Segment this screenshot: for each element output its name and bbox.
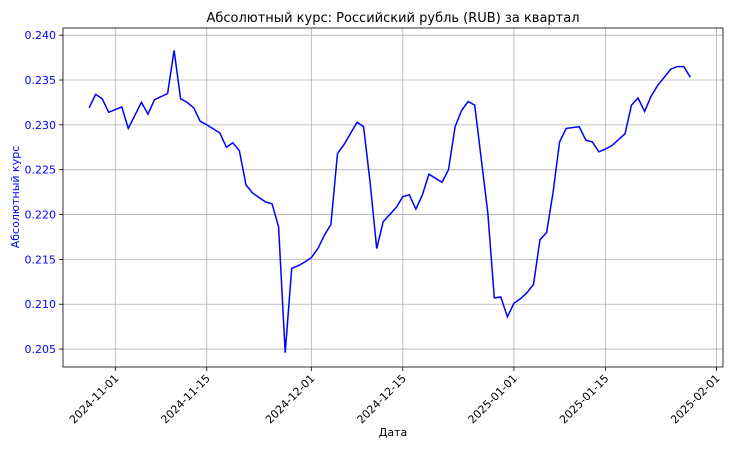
y-axis-label: Абсолютный курс	[9, 146, 22, 249]
x-axis: 2024-11-01 2024-11-15 2024-12-01 2024-12-15…	[67, 367, 723, 426]
x-tick-label: 2024-11-01	[67, 372, 121, 426]
chart-title: Абсолютный курс: Российский рубль (RUB) …	[206, 11, 579, 26]
y-tick-label: 0.240	[25, 29, 57, 42]
y-tick-label: 0.215	[25, 253, 57, 266]
y-tick-label: 0.225	[25, 164, 57, 177]
grid	[63, 28, 723, 367]
x-axis-label: Дата	[379, 426, 407, 439]
y-tick-label: 0.235	[25, 74, 57, 87]
x-tick-label: 2025-02-01	[668, 372, 722, 426]
y-tick-label: 0.230	[25, 119, 57, 132]
series-layer	[88, 50, 691, 353]
y-tick-label: 0.220	[25, 209, 57, 222]
y-tick-label: 0.205	[25, 343, 57, 356]
y-tick-label: 0.210	[25, 298, 57, 311]
x-tick-label: 2025-01-01	[466, 372, 520, 426]
plot-frame	[62, 27, 724, 368]
x-tick-label: 2024-12-01	[263, 372, 317, 426]
x-tick-label: 2024-11-15	[158, 372, 212, 426]
y-axis: 0.205 0.210 0.215 0.220 0.225 0.230 0.235 0.240	[25, 29, 63, 356]
series-line	[88, 50, 691, 353]
x-tick-label: 2024-12-15	[355, 372, 409, 426]
x-tick-label: 2025-01-15	[557, 372, 611, 426]
